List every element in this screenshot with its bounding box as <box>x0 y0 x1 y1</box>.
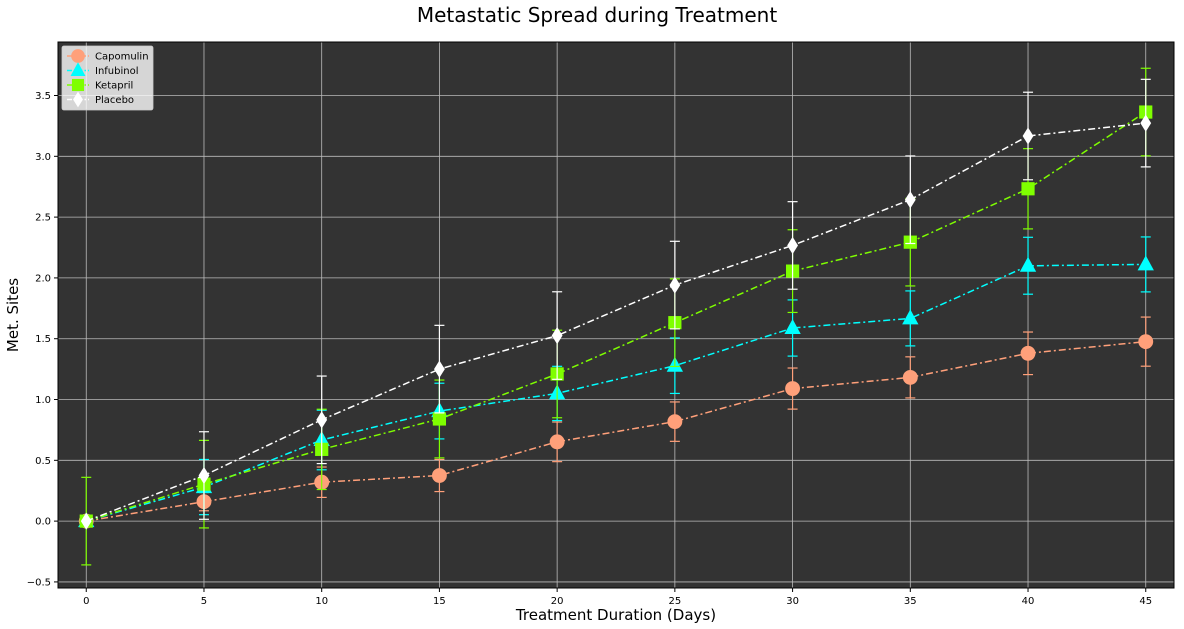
x-axis-label: Treatment Duration (Days) <box>515 606 716 624</box>
y-tick-label: 1.5 <box>35 334 51 345</box>
data-point-placebo <box>669 276 681 294</box>
x-tick-label: 5 <box>201 596 207 607</box>
data-point-placebo <box>434 360 445 378</box>
x-tick-label: 10 <box>315 596 328 607</box>
chart-title: Metastatic Spread during Treatment <box>417 3 778 27</box>
legend: Capomulin Infubinol Ketapril Placebo <box>61 45 154 111</box>
data-point-ketapril <box>1021 182 1035 196</box>
legend-marker-capomulin <box>71 49 85 63</box>
y-axis-label: Met. Sites <box>4 278 22 352</box>
series-placebo <box>80 78 1152 530</box>
data-point-placebo <box>787 236 798 255</box>
legend-marker-placebo <box>73 91 83 108</box>
data-point-capomulin <box>431 468 447 483</box>
y-tick-label: 1.0 <box>35 395 51 406</box>
data-point-infubinol <box>1019 256 1037 272</box>
legend-label-capomulin: Capomulin <box>95 52 149 63</box>
tick-layer: 0 5 10 15 20 25 30 35 40 45 −0.5 0.0 0.5 1.0 1.5 2.0 2.5… <box>27 91 1152 607</box>
x-tick-label: 20 <box>551 596 564 607</box>
y-tick-label: 0.5 <box>35 456 51 467</box>
x-tick-label: 30 <box>786 596 799 607</box>
plot-background <box>58 42 1174 588</box>
y-tick-label: 2.0 <box>35 273 51 284</box>
x-tick-label: 15 <box>433 596 446 607</box>
series-line-infubinol <box>86 263 1146 522</box>
x-tick-label: 35 <box>904 596 917 607</box>
data-point-placebo <box>551 326 563 345</box>
legend-marker-ketapril <box>71 78 85 92</box>
data-point-capomulin <box>1020 345 1036 361</box>
x-tick-label: 0 <box>83 596 89 607</box>
data-point-capomulin <box>785 381 801 397</box>
data-point-capomulin <box>667 414 683 430</box>
legend-label-placebo: Placebo <box>95 95 134 106</box>
legend-label-ketapril: Ketapril <box>95 81 133 92</box>
data-point-placebo <box>80 512 92 530</box>
data-point-capomulin <box>902 369 918 385</box>
legend-marker-infubinol <box>70 62 86 76</box>
grid-lines <box>58 42 1174 588</box>
data-point-infubinol <box>784 319 801 335</box>
legend-label-infubinol: Infubinol <box>95 66 139 77</box>
data-point-capomulin <box>1138 334 1154 350</box>
data-point-placebo <box>198 466 210 485</box>
y-tick-label: 3.5 <box>35 91 51 102</box>
y-tick-label: 0.0 <box>35 517 51 528</box>
x-tick-label: 25 <box>668 596 681 607</box>
x-tick-label: 45 <box>1139 596 1152 607</box>
series-layer <box>78 67 1154 566</box>
data-point-capomulin <box>549 434 565 450</box>
legend-box <box>61 45 154 111</box>
data-point-ketapril <box>432 412 447 426</box>
data-point-placebo <box>1022 127 1034 145</box>
series-line-placebo <box>86 122 1146 522</box>
data-point-placebo <box>904 191 916 209</box>
x-tick-label: 40 <box>1022 596 1035 607</box>
data-point-infubinol <box>902 309 919 325</box>
y-tick-label: 2.5 <box>35 213 51 224</box>
plot-frame <box>57 41 1175 589</box>
data-point-placebo <box>316 411 328 429</box>
series-line-ketapril <box>86 111 1147 522</box>
data-point-infubinol <box>1137 255 1154 271</box>
data-point-placebo <box>1140 114 1152 132</box>
y-tick-label: 3.0 <box>35 152 51 163</box>
y-tick-label: −0.5 <box>27 577 51 588</box>
